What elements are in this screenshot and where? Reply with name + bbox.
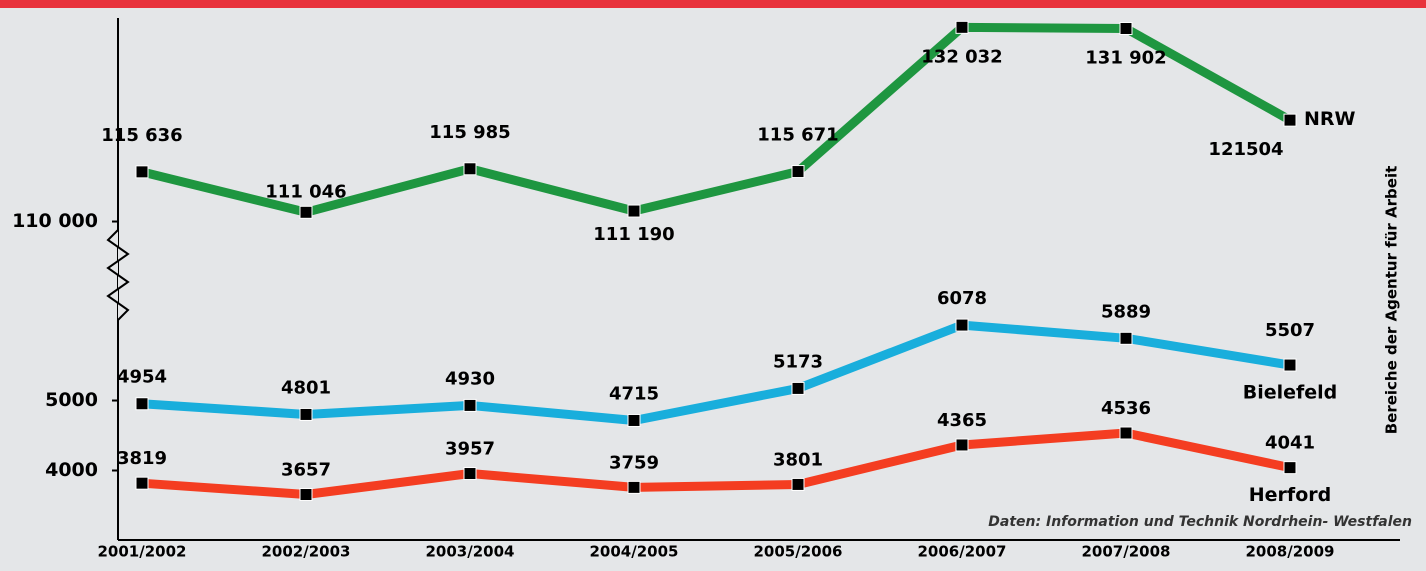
y-tick-label: 4000 [45,459,98,481]
data-label: 4801 [281,377,331,398]
data-label: 3657 [281,460,331,481]
point-marker [956,319,968,331]
chart: Bereiche der Agentur für Arbeit Daten: I… [0,0,1426,571]
data-label: 5889 [1101,301,1151,322]
data-label: 3801 [773,449,823,470]
top-bar [0,0,1426,8]
data-label: 4365 [937,410,987,431]
x-tick-label: 2004/2005 [590,543,679,561]
data-label: 5507 [1265,320,1315,341]
point-marker [792,166,804,178]
point-marker [136,398,148,410]
x-tick-label: 2007/2008 [1082,543,1171,561]
data-label: 3957 [445,439,495,460]
data-label: 115 636 [101,125,182,146]
point-marker [1284,114,1296,126]
data-label: 3759 [609,452,659,473]
y-tick-label: 110 000 [12,210,98,232]
side-label: Bereiche der Agentur für Arbeit [1383,166,1401,435]
x-tick-label: 2006/2007 [918,543,1007,561]
point-marker [1120,427,1132,439]
data-label: 6078 [937,288,987,309]
data-label: 4041 [1265,433,1315,454]
axis-break [108,230,128,320]
x-tick-label: 2008/2009 [1246,543,1335,561]
x-tick-label: 2003/2004 [426,543,515,561]
source-note: Daten: Information und Technik Nordrhein… [988,514,1412,530]
point-marker [956,439,968,451]
data-label: 4715 [609,383,659,404]
point-marker [1120,332,1132,344]
data-label: 115 671 [757,125,838,146]
point-marker [1284,359,1296,371]
point-marker [1120,22,1132,34]
point-marker [1284,462,1296,474]
point-marker [300,408,312,420]
x-tick-label: 2005/2006 [754,543,843,561]
data-label: 132 032 [921,46,1002,67]
data-label: 121504 [1208,139,1283,160]
data-label: 3819 [117,448,167,469]
point-marker [628,205,640,217]
point-marker [464,163,476,175]
point-marker [628,481,640,493]
data-label: 131 902 [1085,47,1166,68]
data-label: 4536 [1101,398,1151,419]
series-name: Bielefeld [1243,382,1338,404]
point-marker [628,414,640,426]
point-marker [464,468,476,480]
point-marker [300,206,312,218]
series-name: Herford [1249,484,1331,506]
point-marker [464,399,476,411]
data-label: 115 985 [429,122,510,143]
data-label: 111 190 [593,224,674,245]
point-marker [300,489,312,501]
data-label: 4954 [117,367,167,388]
point-marker [956,21,968,33]
y-tick-label: 5000 [45,389,98,411]
point-marker [136,166,148,178]
data-label: 111 046 [265,181,346,202]
point-marker [792,478,804,490]
point-marker [792,382,804,394]
data-label: 5173 [773,351,823,372]
data-label: 4930 [445,368,495,389]
point-marker [136,477,148,489]
x-tick-label: 2001/2002 [98,543,187,561]
series-name: NRW [1304,108,1356,130]
x-tick-label: 2002/2003 [262,543,351,561]
